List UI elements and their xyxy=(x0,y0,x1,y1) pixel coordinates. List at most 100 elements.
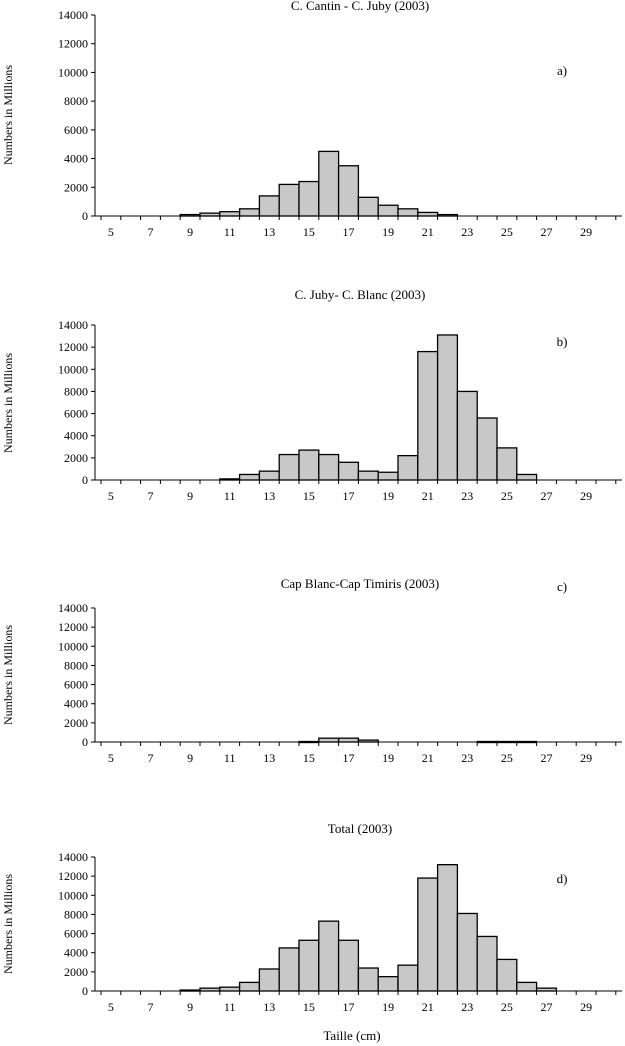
y-tick-label: 6000 xyxy=(64,678,88,692)
y-tick-label: 8000 xyxy=(64,384,88,398)
bar-13 xyxy=(258,195,280,217)
bar-18 xyxy=(357,196,379,217)
bar-13 xyxy=(258,968,280,992)
x-tick-label: 25 xyxy=(501,489,513,503)
x-tick-label: 13 xyxy=(263,751,275,765)
panel-title: C. Juby- C. Blanc (2003) xyxy=(295,287,426,302)
y-tick-label: 4000 xyxy=(64,429,88,443)
panel-title: Cap Blanc-Cap Timiris (2003) xyxy=(281,576,440,591)
y-tick-label: 10000 xyxy=(58,888,88,902)
x-tick-label: 11 xyxy=(224,225,236,239)
bar-16 xyxy=(318,737,340,743)
panel-title: C. Cantin - C. Juby (2003) xyxy=(291,0,429,13)
bar-15 xyxy=(298,939,320,992)
y-tick-label: 14000 xyxy=(58,8,88,22)
y-axis-label: Numbers in Millions xyxy=(1,625,15,725)
bar-12 xyxy=(238,208,261,217)
chart-panel-b: C. Juby- C. Blanc (2003) b) Numbers in Mil… xyxy=(1,287,622,503)
x-tick-label: 21 xyxy=(422,489,434,503)
y-tick-label: 0 xyxy=(82,209,88,223)
x-tick-label: 29 xyxy=(580,489,592,503)
y-tick-label: 12000 xyxy=(58,869,88,883)
panel-title: Total (2003) xyxy=(328,821,392,836)
x-tick-label: 27 xyxy=(541,489,553,503)
panel-label: d) xyxy=(557,871,568,886)
x-tick-label: 23 xyxy=(461,225,473,239)
y-tick-label: 0 xyxy=(82,984,88,998)
bar-11 xyxy=(219,986,241,992)
bar-19 xyxy=(377,975,399,992)
chart-panel-c: Cap Blanc-Cap Timiris (2003) c) Numbers in… xyxy=(1,576,622,765)
x-tick-label: 17 xyxy=(343,1000,355,1014)
x-tick-label: 23 xyxy=(461,1000,473,1014)
x-tick-label: 23 xyxy=(461,489,473,503)
bar-17 xyxy=(337,737,360,743)
x-tick-label: 19 xyxy=(382,225,394,239)
bar-18 xyxy=(357,967,379,992)
x-tick-label: 27 xyxy=(541,1000,553,1014)
bar-14 xyxy=(278,453,300,481)
y-tick-label: 2000 xyxy=(64,451,88,465)
bar-12 xyxy=(238,473,261,481)
chart-panel-a: C. Cantin - C. Juby (2003) a) Numbers in M… xyxy=(1,0,622,239)
x-axis-label: Taille (cm) xyxy=(323,1028,380,1043)
bar-23 xyxy=(456,390,478,481)
x-tick-label: 19 xyxy=(382,1000,394,1014)
y-tick-label: 12000 xyxy=(58,37,88,51)
x-tick-label: 5 xyxy=(108,225,114,239)
y-tick-label: 6000 xyxy=(64,407,88,421)
panel-label: c) xyxy=(557,579,567,594)
x-tick-label: 29 xyxy=(580,1000,592,1014)
y-axis-label: Numbers in Millions xyxy=(1,65,15,165)
bar-17 xyxy=(337,461,360,481)
bar-14 xyxy=(278,183,300,217)
x-tick-label: 19 xyxy=(382,751,394,765)
y-tick-label: 4000 xyxy=(64,697,88,711)
x-tick-label: 13 xyxy=(263,1000,275,1014)
x-tick-label: 23 xyxy=(461,751,473,765)
bar-20 xyxy=(397,454,419,481)
x-tick-label: 15 xyxy=(303,225,315,239)
bar-20 xyxy=(397,964,419,992)
bar-26 xyxy=(516,981,538,992)
bar-11 xyxy=(219,211,241,217)
bar-22 xyxy=(436,864,459,992)
bar-26 xyxy=(516,473,538,481)
y-axis-label: Numbers in Millions xyxy=(1,353,15,453)
y-tick-label: 6000 xyxy=(64,123,88,137)
x-tick-label: 15 xyxy=(303,751,315,765)
x-tick-label: 5 xyxy=(108,751,114,765)
bar-16 xyxy=(318,920,340,992)
bar-12 xyxy=(238,981,261,992)
bar-21 xyxy=(417,877,439,992)
bar-25 xyxy=(496,958,518,992)
bar-17 xyxy=(337,165,360,217)
bar-15 xyxy=(298,449,320,481)
x-tick-label: 7 xyxy=(148,489,154,503)
bar-20 xyxy=(397,208,419,217)
chart-panel-d: Total (2003) d) Numbers in Millions 0 2000 40… xyxy=(1,821,622,1043)
x-tick-label: 9 xyxy=(187,489,193,503)
bar-23 xyxy=(456,912,478,992)
bar-19 xyxy=(377,204,399,217)
y-tick-label: 6000 xyxy=(64,927,88,941)
panel-label: b) xyxy=(557,334,568,349)
x-tick-label: 21 xyxy=(422,1000,434,1014)
bar-22 xyxy=(436,334,459,481)
x-tick-label: 9 xyxy=(187,751,193,765)
y-tick-label: 10000 xyxy=(58,362,88,376)
x-tick-label: 25 xyxy=(501,225,513,239)
x-tick-label: 17 xyxy=(343,489,355,503)
x-tick-label: 25 xyxy=(501,751,513,765)
y-tick-label: 8000 xyxy=(64,907,88,921)
bar-21 xyxy=(417,211,439,217)
y-tick-label: 0 xyxy=(82,473,88,487)
x-tick-label: 27 xyxy=(541,751,553,765)
bar-25 xyxy=(496,447,518,481)
x-tick-label: 11 xyxy=(224,751,236,765)
y-tick-label: 14000 xyxy=(58,850,88,864)
bar-17 xyxy=(337,939,360,992)
x-tick-label: 27 xyxy=(541,225,553,239)
bar-19 xyxy=(377,471,399,481)
x-tick-label: 11 xyxy=(224,489,236,503)
